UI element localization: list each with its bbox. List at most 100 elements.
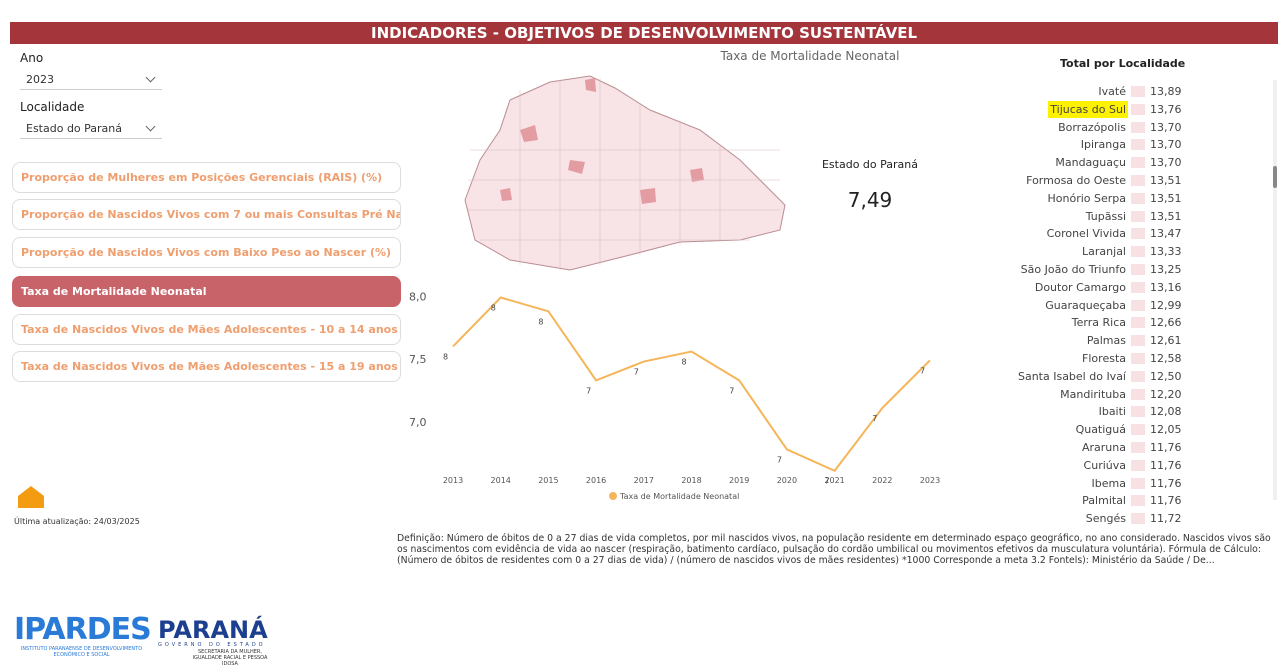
ranking-row[interactable]: Doutor Camargo 13,16 bbox=[1000, 279, 1265, 296]
ranking-row[interactable]: Araruna 11,76 bbox=[1000, 439, 1265, 456]
x-tick-label: 2017 bbox=[634, 476, 654, 485]
ranking-row[interactable]: Sengés 11,72 bbox=[1000, 510, 1265, 527]
data-label: 7 bbox=[586, 386, 591, 395]
ranking-row[interactable]: Mandaguaçu 13,70 bbox=[1000, 154, 1265, 171]
bar-cell bbox=[1131, 388, 1145, 400]
bar-cell bbox=[1131, 495, 1145, 507]
ranking-row[interactable]: Ibaiti 12,08 bbox=[1000, 403, 1265, 420]
place-name: Honório Serpa bbox=[1047, 191, 1126, 205]
x-tick-label: 2020 bbox=[777, 476, 797, 485]
ranking-row[interactable]: Laranjal 13,33 bbox=[1000, 243, 1265, 260]
place-value: 12,61 bbox=[1150, 334, 1182, 348]
kpi-label: Estado do Paraná bbox=[821, 158, 918, 171]
place-name: Floresta bbox=[1082, 352, 1126, 365]
data-label: 7 bbox=[729, 386, 734, 395]
indicator-button[interactable]: Proporção de Nascidos Vivos com Baixo Pe… bbox=[12, 237, 401, 268]
place-value: 13,76 bbox=[1150, 102, 1182, 116]
indicator-button[interactable]: Taxa de Mortalidade Neonatal bbox=[12, 276, 401, 307]
ranking-row[interactable]: Quatiguá 12,05 bbox=[1000, 421, 1265, 438]
bar-cell bbox=[1131, 317, 1145, 329]
place-name: Formosa do Oeste bbox=[1026, 174, 1126, 187]
bar-cell bbox=[1131, 406, 1145, 418]
ranking-row[interactable]: Ivaté 13,89 bbox=[1000, 83, 1265, 100]
place-value: 13,70 bbox=[1150, 156, 1182, 170]
indicator-button[interactable]: Proporção de Nascidos Vivos com 7 ou mai… bbox=[12, 199, 401, 230]
place-name: Ivaté bbox=[1098, 85, 1126, 98]
bar-cell bbox=[1131, 210, 1145, 222]
place-name: Ipiranga bbox=[1080, 138, 1126, 152]
ranking-row[interactable]: Borrazópolis 13,70 bbox=[1000, 119, 1265, 136]
data-label: 7 bbox=[777, 455, 782, 464]
indicator-button[interactable]: Taxa de Nascidos Vivos de Mães Adolescen… bbox=[12, 314, 401, 345]
x-tick-label: 2016 bbox=[586, 476, 606, 485]
place-value: 11,76 bbox=[1150, 476, 1182, 490]
place-value: 13,47 bbox=[1150, 227, 1182, 241]
ranking-row[interactable]: Palmas 12,61 bbox=[1000, 332, 1265, 349]
home-icon[interactable] bbox=[16, 484, 46, 508]
ranking-row[interactable]: Floresta 12,58 bbox=[1000, 350, 1265, 367]
place-value: 13,51 bbox=[1150, 209, 1182, 223]
bar-cell bbox=[1131, 157, 1145, 169]
ranking-row[interactable]: São João do Triunfo 13,25 bbox=[1000, 261, 1265, 278]
place-name: Palmas bbox=[1086, 334, 1126, 348]
x-tick-label: 2019 bbox=[729, 476, 749, 485]
place-value: 13,70 bbox=[1150, 138, 1182, 152]
x-tick-label: 2022 bbox=[872, 476, 892, 485]
scrollbar[interactable] bbox=[1273, 80, 1277, 500]
bar-cell bbox=[1131, 299, 1145, 311]
map-title: Taxa de Mortalidade Neonatal bbox=[720, 49, 900, 63]
place-value: 13,70 bbox=[1150, 120, 1182, 134]
indicator-button[interactable]: Proporção de Mulheres em Posições Gerenc… bbox=[12, 162, 401, 193]
place-name: Mandirituba bbox=[1060, 387, 1126, 401]
place-value: 12,99 bbox=[1150, 298, 1182, 312]
indicator-button[interactable]: Taxa de Nascidos Vivos de Mães Adolescen… bbox=[12, 351, 401, 382]
bar-cell bbox=[1131, 335, 1145, 347]
place-value: 13,51 bbox=[1150, 174, 1182, 187]
place-name: Laranjal bbox=[1082, 245, 1126, 259]
place-value: 13,25 bbox=[1150, 263, 1182, 276]
ranking-row[interactable]: Terra Rica 12,66 bbox=[1000, 314, 1265, 331]
data-label: 8 bbox=[443, 352, 448, 361]
year-dropdown[interactable]: 2023 bbox=[20, 70, 162, 90]
y-tick-label: 7,5 bbox=[409, 353, 427, 366]
ranking-row[interactable]: Formosa do Oeste 13,51 bbox=[1000, 172, 1265, 189]
ranking-row[interactable]: Palmital 11,76 bbox=[1000, 492, 1265, 509]
place-value: 11,76 bbox=[1150, 458, 1182, 472]
ranking-row[interactable]: Tupãssi 13,51 bbox=[1000, 208, 1265, 225]
data-label: 7 bbox=[920, 366, 925, 375]
kpi-value: 7,49 bbox=[847, 188, 893, 212]
ranking-row[interactable]: Mandirituba 12,20 bbox=[1000, 386, 1265, 403]
place-name: Coronel Vivida bbox=[1046, 227, 1126, 241]
place-name: Santa Isabel do Ivaí bbox=[1017, 369, 1126, 383]
place-dropdown[interactable]: Estado do Paraná bbox=[20, 119, 162, 139]
series-line bbox=[452, 296, 931, 472]
logo-ipardes: IPARDES bbox=[14, 612, 152, 647]
ranking-row[interactable]: Santa Isabel do Ivaí 12,50 bbox=[1000, 368, 1265, 385]
ranking-row[interactable]: Ibema 11,76 bbox=[1000, 475, 1265, 492]
place-label: Localidade bbox=[20, 100, 85, 114]
legend-dot bbox=[609, 492, 617, 500]
ranking-row[interactable]: Guaraqueçaba 12,99 bbox=[1000, 297, 1265, 314]
ranking-row[interactable]: Coronel Vivida 13,47 bbox=[1000, 225, 1265, 242]
bar-cell bbox=[1131, 442, 1145, 453]
x-tick-label: 2021 bbox=[824, 476, 844, 485]
data-label: 7 bbox=[872, 414, 877, 423]
ranking-row[interactable]: Ipiranga 13,70 bbox=[1000, 136, 1265, 153]
place-name: São João do Triunfo bbox=[1020, 263, 1126, 276]
logo-parana: PARANÁ bbox=[158, 616, 268, 644]
ranking-row[interactable]: Curiúva 11,76 bbox=[1000, 457, 1265, 474]
map[interactable] bbox=[440, 70, 800, 280]
data-label: 8 bbox=[538, 317, 543, 326]
place-value: 12,58 bbox=[1150, 352, 1182, 365]
place-name: Borrazópolis bbox=[1058, 120, 1126, 134]
ranking-row[interactable]: Tijucas do Sul 13,76 bbox=[1000, 100, 1265, 118]
place-value: 11,72 bbox=[1150, 512, 1182, 526]
place-name: Tupãssi bbox=[1085, 209, 1126, 223]
ranking-row[interactable]: Honório Serpa 13,51 bbox=[1000, 190, 1265, 207]
bar-cell bbox=[1131, 513, 1145, 525]
place-value: 12,66 bbox=[1150, 316, 1182, 330]
ranking-title: Total por Localidade bbox=[1060, 57, 1186, 70]
updated: Última atualização: 24/03/2025 bbox=[14, 517, 140, 526]
place-value: 12,08 bbox=[1150, 405, 1182, 419]
